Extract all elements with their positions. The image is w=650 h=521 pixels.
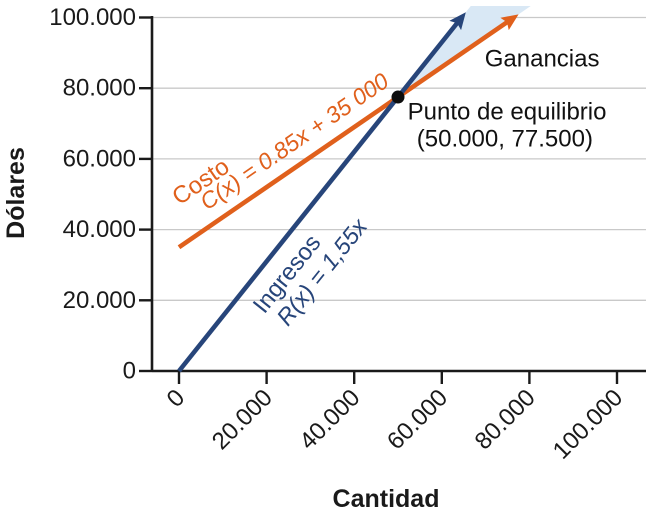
x-axis-title: Cantidad: [333, 485, 440, 513]
costo-line: [177, 14, 519, 250]
annotation-punto-linea-2: (50.000, 77.500): [417, 126, 593, 153]
y-tick-label: 40.000: [63, 216, 136, 243]
annotation-punto-linea-1: Punto de equilibrio: [408, 98, 607, 125]
x-tick-label: 60.000: [382, 384, 453, 455]
ingresos-line: [177, 12, 466, 373]
x-tick-label: 20.000: [207, 384, 278, 455]
y-tick-label: 80.000: [63, 75, 136, 102]
x-tick-label: 40.000: [294, 384, 365, 455]
x-tick-label: 80.000: [470, 384, 541, 455]
y-axis-title: Dólares: [2, 147, 30, 239]
y-tick-label: 0: [123, 358, 136, 385]
break-even-dot: [391, 90, 405, 104]
annotation-ganancias: Ganancias: [485, 45, 600, 72]
y-tick-label: 100.000: [49, 4, 136, 31]
x-tick-label: 0: [162, 384, 191, 413]
y-tick-label: 20.000: [63, 287, 136, 314]
y-tick-label: 60.000: [63, 145, 136, 172]
x-tick-label: 100.000: [548, 384, 628, 464]
